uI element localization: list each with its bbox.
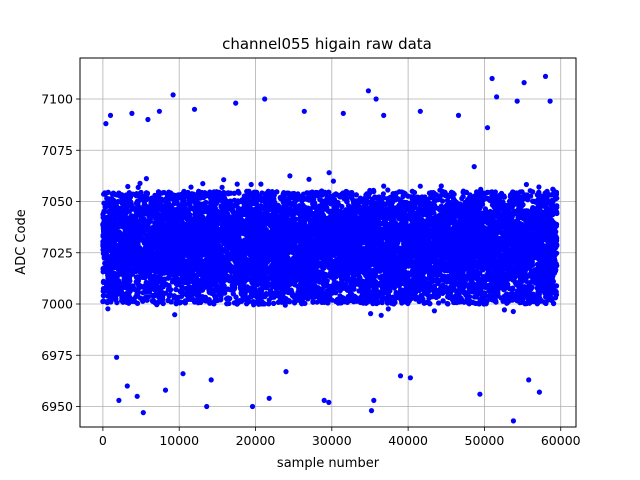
data-point (471, 164, 477, 170)
data-point (501, 307, 507, 313)
data-point (221, 177, 227, 183)
data-point (200, 181, 206, 187)
data-point (125, 183, 131, 190)
data-point (258, 181, 264, 187)
data-point (378, 312, 384, 318)
chart-title: channel055 higain raw data (222, 35, 432, 53)
data-point (385, 306, 391, 312)
data-point (385, 187, 391, 193)
data-point (306, 176, 312, 182)
data-point (188, 184, 194, 190)
data-point (368, 311, 374, 317)
data-point (438, 183, 444, 189)
data-point (143, 176, 149, 182)
data-point (381, 183, 387, 189)
data-point (219, 184, 225, 190)
data-point (248, 181, 254, 188)
data-point (137, 180, 143, 186)
data-point (431, 308, 437, 314)
data-point (523, 181, 530, 188)
data-point (536, 184, 542, 190)
data-point (135, 184, 141, 190)
data-point (172, 312, 178, 318)
data-point (326, 170, 332, 176)
data-point (234, 181, 240, 187)
data-point (330, 178, 336, 184)
data-point (380, 191, 386, 197)
data-point (105, 306, 111, 312)
data-points (100, 73, 560, 424)
data-point (287, 173, 293, 179)
data-point (417, 183, 423, 189)
